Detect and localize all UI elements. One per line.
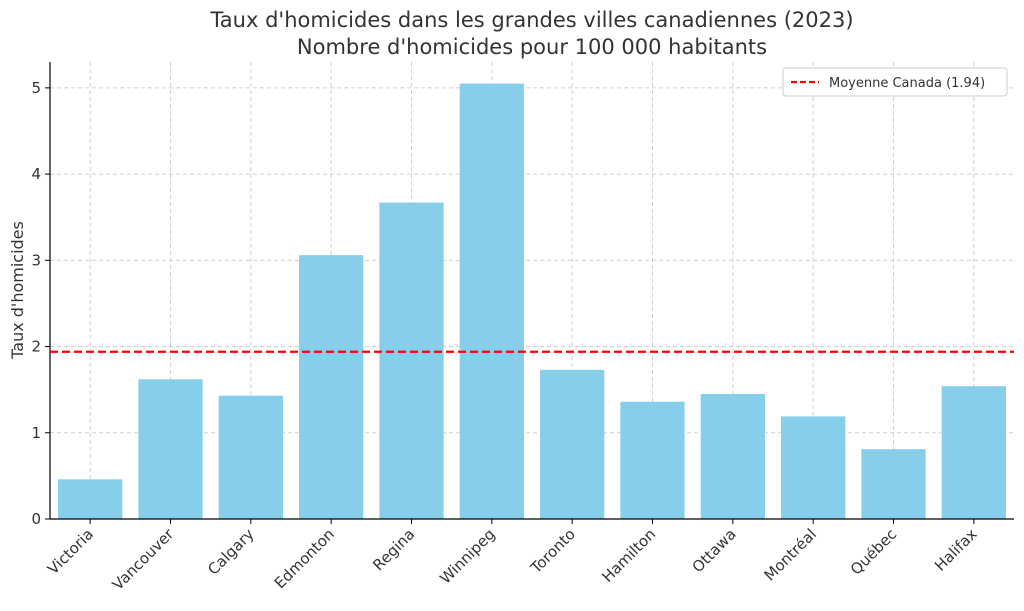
bar — [58, 479, 123, 519]
x-tick-label: Ottawa — [689, 525, 740, 576]
x-tick-label: Vancouver — [109, 525, 178, 594]
x-tick-label: Calgary — [204, 525, 258, 579]
bar — [379, 202, 444, 519]
y-tick-label: 4 — [31, 165, 41, 183]
x-tick-label: Victoria — [44, 525, 97, 578]
y-axis-label: Taux d'homicides — [8, 221, 27, 360]
y-tick-label: 3 — [31, 251, 41, 269]
y-tick-label: 2 — [31, 338, 41, 356]
chart-subtitle: Nombre d'homicides pour 100 000 habitant… — [297, 35, 767, 59]
bar — [941, 386, 1006, 519]
bar — [700, 393, 765, 519]
x-tick-label: Halifax — [931, 525, 981, 575]
x-tick-label: Québec — [847, 525, 900, 578]
bar — [218, 395, 283, 519]
bar — [861, 449, 926, 519]
bar — [459, 83, 524, 519]
y-tick-label: 5 — [31, 79, 41, 97]
bars — [58, 83, 1006, 520]
x-tick-label: Regina — [369, 525, 418, 574]
bar — [620, 401, 685, 519]
legend-box — [782, 67, 1008, 97]
legend: Moyenne Canada (1.94) — [782, 67, 1008, 97]
chart-title: Taux d'homicides dans les grandes villes… — [209, 8, 853, 32]
x-tick-label: Winnipeg — [436, 525, 498, 587]
bar — [299, 255, 364, 520]
x-tick-label: Toronto — [526, 525, 579, 578]
x-tick-label: Montréal — [761, 525, 820, 584]
bar — [138, 379, 203, 519]
legend-label: Moyenne Canada (1.94) — [829, 76, 985, 91]
bar — [781, 416, 846, 519]
x-tick-label: Hamilton — [599, 525, 660, 586]
x-tick-label: Edmonton — [271, 525, 338, 592]
y-tick-label: 0 — [31, 510, 41, 528]
bar — [540, 369, 605, 519]
y-tick-label: 1 — [31, 424, 41, 442]
